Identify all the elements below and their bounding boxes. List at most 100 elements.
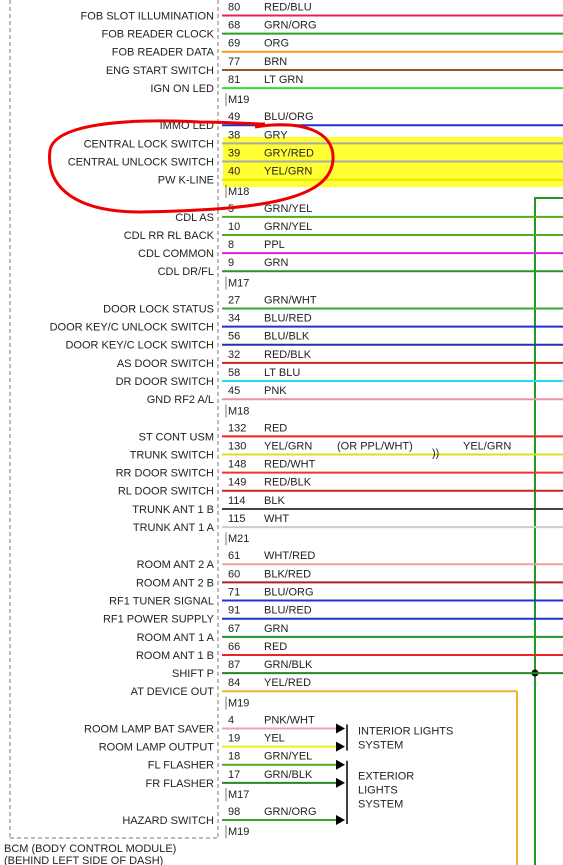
pin-label: CDL DR/FL bbox=[158, 266, 214, 278]
pin-number: 114 bbox=[228, 495, 246, 507]
pin-number: 61 bbox=[228, 550, 240, 562]
pin-number: 69 bbox=[228, 38, 240, 50]
pin-number: 56 bbox=[228, 331, 240, 343]
pin-label: CDL AS bbox=[175, 212, 214, 224]
wire-color: GRN/ORG bbox=[264, 20, 317, 32]
wire-note: (OR PPL/WHT) bbox=[337, 440, 413, 452]
pin-label: ROOM ANT 2 B bbox=[136, 577, 214, 589]
pin-label: FL FLASHER bbox=[148, 760, 214, 772]
pin-number: 49 bbox=[228, 111, 240, 123]
pin-label: AT DEVICE OUT bbox=[131, 686, 215, 698]
pin-label: TRUNK ANT 1 A bbox=[133, 522, 215, 534]
pin-label: FOB SLOT ILLUMINATION bbox=[81, 10, 215, 22]
arrow bbox=[336, 741, 345, 752]
wire-color: YEL/GRN bbox=[463, 440, 511, 452]
pin-label: TRUNK ANT 1 B bbox=[132, 504, 214, 516]
pin-number: 87 bbox=[228, 659, 240, 671]
wire-color: PNK/WHT bbox=[264, 714, 315, 726]
wire-color: YEL/GRN bbox=[264, 440, 312, 452]
ground-wire bbox=[534, 197, 563, 865]
wire-color: RED/BLU bbox=[264, 1, 312, 13]
pin-number: 60 bbox=[228, 568, 240, 580]
connector-label: M18 bbox=[228, 186, 249, 198]
destination: SYSTEM bbox=[358, 739, 403, 751]
break-mark: )) bbox=[432, 447, 439, 459]
pin-number: 8 bbox=[228, 239, 234, 251]
pin-label: HAZARD SWITCH bbox=[122, 815, 214, 827]
pin-label: DOOR KEY/C LOCK SWITCH bbox=[65, 340, 214, 352]
pin-label: FOB READER CLOCK bbox=[102, 29, 215, 41]
pin-number: 45 bbox=[228, 385, 240, 397]
module-title: BCM (BODY CONTROL MODULE) bbox=[4, 843, 176, 855]
pin-label: TRUNK SWITCH bbox=[130, 449, 214, 461]
pin-label: CDL COMMON bbox=[138, 248, 214, 260]
pin-number: 38 bbox=[228, 129, 240, 141]
connector-label: M19 bbox=[228, 826, 249, 838]
pin-label: ROOM LAMP OUTPUT bbox=[99, 742, 215, 754]
pin-number: 80 bbox=[228, 1, 240, 13]
wire-color: BLK bbox=[264, 495, 285, 507]
arrow bbox=[336, 815, 345, 826]
wire-color: BLU/ORG bbox=[264, 111, 314, 123]
pin-label: RR DOOR SWITCH bbox=[116, 468, 214, 480]
connector-label: M19 bbox=[228, 94, 249, 106]
pin-number: 67 bbox=[228, 623, 240, 635]
wire-color: RED bbox=[264, 422, 287, 434]
pin-label: PW K-LINE bbox=[158, 175, 214, 187]
pin-label: GND RF2 A/L bbox=[147, 394, 214, 406]
pin-number: 148 bbox=[228, 459, 246, 471]
wire-color: GRN/ORG bbox=[264, 806, 317, 818]
connector-label: M19 bbox=[228, 697, 249, 709]
pin-label: RL DOOR SWITCH bbox=[118, 486, 214, 498]
pin-label: FOB READER DATA bbox=[112, 47, 215, 59]
wire-color: YEL/GRN bbox=[264, 166, 312, 178]
wire-color: ORG bbox=[264, 38, 289, 50]
pin-label: ROOM LAMP BAT SAVER bbox=[84, 723, 214, 735]
pin-number: 115 bbox=[228, 513, 246, 525]
destination: SYSTEM bbox=[358, 799, 403, 811]
pin-number: 4 bbox=[228, 714, 234, 726]
destination: LIGHTS bbox=[358, 785, 398, 797]
annotation-circle bbox=[48, 119, 335, 214]
wire-color: BLU/BLK bbox=[264, 331, 310, 343]
pin-number: 10 bbox=[228, 221, 240, 233]
module-subtitle: (BEHIND LEFT SIDE OF DASH) bbox=[4, 855, 163, 865]
pin-label: ROOM ANT 1 B bbox=[136, 650, 214, 662]
pin-number: 68 bbox=[228, 20, 240, 32]
pin-label: RF1 POWER SUPPLY bbox=[103, 614, 215, 626]
pin-number: 91 bbox=[228, 605, 240, 617]
wire-color: WHT bbox=[264, 513, 289, 525]
pin-number: 19 bbox=[228, 733, 240, 745]
connector-label: M17 bbox=[228, 789, 249, 801]
wire-color: BLU/ORG bbox=[264, 586, 314, 598]
pin-number: 9 bbox=[228, 257, 234, 269]
wire-color: GRN/YEL bbox=[264, 221, 312, 233]
wire-color: LT BLU bbox=[264, 367, 300, 379]
pin-label: ENG START SWITCH bbox=[106, 65, 214, 77]
wire-color: BLK/RED bbox=[264, 568, 311, 580]
pin-label: IGN ON LED bbox=[150, 83, 214, 95]
pin-number: 32 bbox=[228, 349, 240, 361]
wire-color: BRN bbox=[264, 56, 287, 68]
pin-number: 77 bbox=[228, 56, 240, 68]
wire-color: YEL/RED bbox=[264, 677, 311, 689]
pin-label: CDL RR RL BACK bbox=[124, 230, 215, 242]
pin-number: 81 bbox=[228, 74, 240, 86]
pin-number: 71 bbox=[228, 586, 240, 598]
pin-label: DOOR KEY/C UNLOCK SWITCH bbox=[50, 322, 214, 334]
wire-color: RED/BLK bbox=[264, 477, 312, 489]
connector-label: M21 bbox=[228, 533, 249, 545]
arrow bbox=[336, 777, 345, 788]
pin-label: ROOM ANT 1 A bbox=[137, 632, 215, 644]
arrow bbox=[336, 759, 345, 770]
pin-label: ROOM ANT 2 A bbox=[137, 559, 215, 571]
wire-color: BLU/RED bbox=[264, 605, 312, 617]
destination: INTERIOR LIGHTS bbox=[358, 725, 453, 737]
wire-color: PPL bbox=[264, 239, 285, 251]
pin-number: 17 bbox=[228, 769, 240, 781]
pin-label: ST CONT USM bbox=[139, 431, 214, 443]
wire-color: BLU/RED bbox=[264, 313, 312, 325]
pin-number: 130 bbox=[228, 440, 246, 452]
pin-label: AS DOOR SWITCH bbox=[117, 358, 214, 370]
